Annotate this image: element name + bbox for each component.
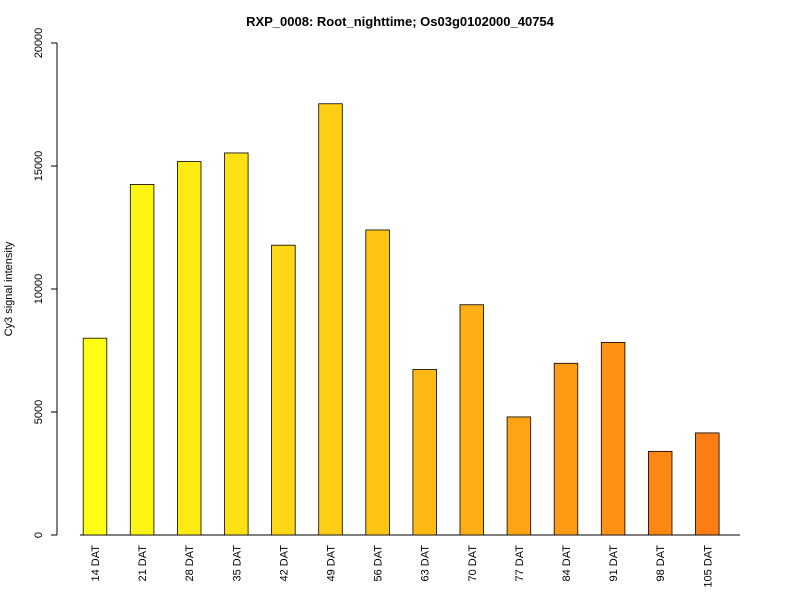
bar bbox=[695, 432, 720, 536]
x-tick-label: 42 DAT bbox=[278, 545, 290, 582]
x-tick-label: 56 DAT bbox=[373, 545, 385, 582]
x-tick-label: 105 DAT bbox=[702, 545, 714, 588]
y-tick-label: 5000 bbox=[33, 400, 45, 424]
bar bbox=[459, 304, 485, 536]
bar bbox=[365, 229, 390, 536]
x-tick-label: 98 DAT bbox=[655, 545, 667, 582]
bar bbox=[412, 369, 437, 536]
x-tick-label: 49 DAT bbox=[326, 545, 338, 582]
bar bbox=[129, 184, 155, 536]
bar bbox=[506, 416, 532, 536]
y-tick-label: 15000 bbox=[33, 151, 45, 182]
y-axis-label: Cy3 signal intensity bbox=[3, 241, 15, 336]
x-tick-label: 84 DAT bbox=[561, 545, 573, 582]
bar bbox=[648, 450, 673, 536]
chart-title: RXP_0008: Root_nighttime; Os03g0102000_4… bbox=[246, 14, 555, 29]
x-tick-label: 70 DAT bbox=[467, 545, 479, 582]
bar bbox=[600, 341, 626, 536]
x-tick-label: 21 DAT bbox=[137, 545, 149, 582]
x-tick-label: 91 DAT bbox=[608, 545, 620, 582]
bar bbox=[224, 152, 249, 536]
y-tick-label: 0 bbox=[33, 532, 45, 538]
bar bbox=[553, 362, 579, 536]
bar bbox=[176, 161, 202, 536]
y-tick-label: 20000 bbox=[33, 28, 45, 59]
bar bbox=[271, 244, 296, 536]
x-tick-label: 63 DAT bbox=[420, 545, 432, 582]
x-tick-label: 35 DAT bbox=[231, 545, 243, 582]
x-tick-label: 77 DAT bbox=[514, 545, 526, 582]
y-axis: 0 5000 10000 15000 20000 bbox=[33, 28, 58, 538]
x-tick-label: 28 DAT bbox=[184, 545, 196, 582]
x-tick-labels: 14 DAT 21 DAT 28 DAT 35 DAT 42 DAT 49 DAT 56 D… bbox=[90, 545, 714, 588]
bar bbox=[82, 337, 108, 536]
y-tick-label: 10000 bbox=[33, 274, 45, 305]
x-tick-label: 14 DAT bbox=[90, 545, 102, 582]
bar bbox=[318, 103, 343, 536]
bars bbox=[82, 103, 720, 536]
